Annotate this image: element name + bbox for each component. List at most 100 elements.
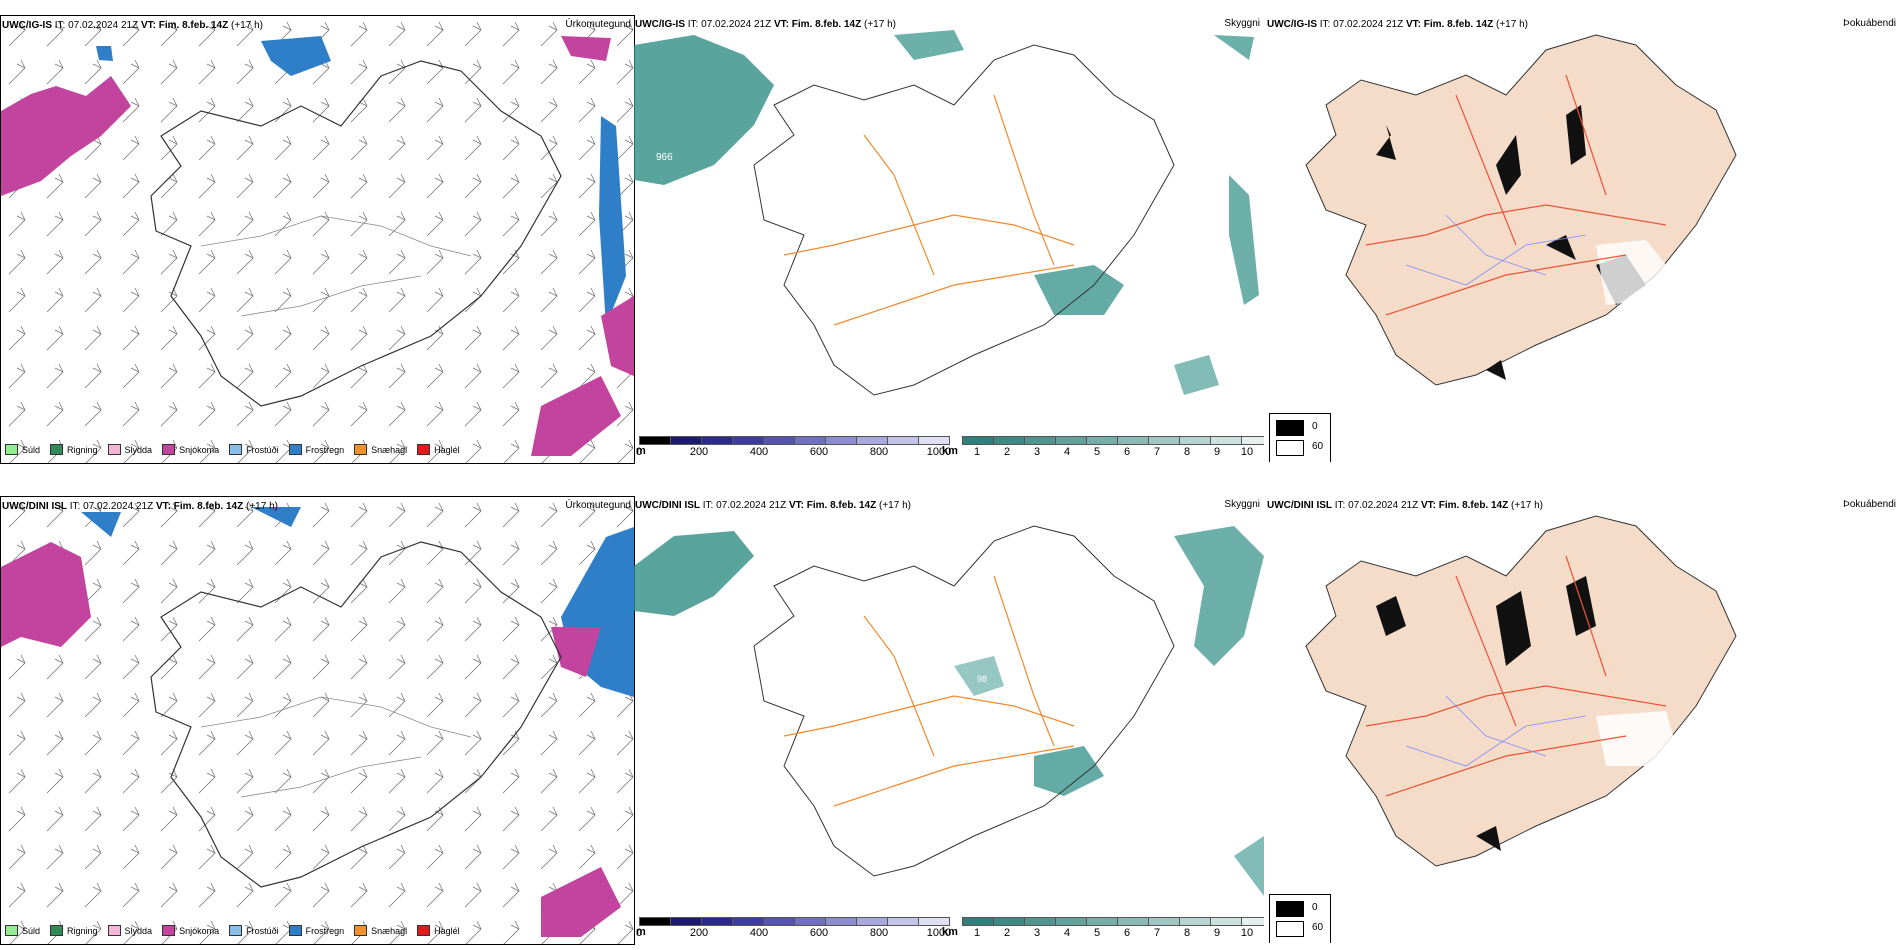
colorbar-cell (825, 436, 856, 445)
colorbar-tick-label: 5 (1093, 927, 1101, 939)
legend-label: Frostúði (246, 444, 279, 455)
legend-swatch (50, 925, 64, 936)
legend-swatch (162, 444, 176, 455)
colorbar-tick-label: 800 (869, 927, 889, 939)
fog-map-bottom (1305, 515, 1737, 867)
colorbar-cell (1086, 917, 1117, 926)
ceiling-panel-top: 966 966 UWC/IG-IS IT: 07.02.2024 21Z VT:… (634, 15, 1264, 462)
ceiling-colorbar: 0 200 400 600 800 1000 m (635, 436, 952, 459)
legend-label: Snjókoma (179, 444, 220, 455)
colorbar-cell (1055, 917, 1086, 926)
colorbar-cell (856, 436, 887, 445)
legend-item: Haglél (417, 925, 460, 936)
colorbar-cell (794, 917, 825, 926)
colorbar-tick-label: 200 (689, 446, 709, 458)
colorbar-tick-label: 5 (1093, 446, 1101, 458)
legend-swatch (107, 925, 121, 936)
fog-map-top (1305, 34, 1737, 386)
legend-item: Slydda (107, 925, 153, 936)
colorbar-tick-label: 9 (1213, 446, 1221, 458)
colorbar-tick-label: 1 (973, 446, 981, 458)
legend-swatch (354, 444, 368, 455)
panel-title: Skyggni (1224, 18, 1260, 29)
legend-label: Haglél (434, 444, 460, 455)
colorbar-cell (1179, 917, 1210, 926)
fog-legend: 0 60 (1269, 894, 1331, 943)
colorbar-cell (1148, 917, 1179, 926)
fog-swatch-dark (1276, 420, 1304, 436)
legend-swatch (5, 444, 18, 455)
legend-item: Slydda (107, 444, 152, 455)
snow-region-nw (1, 76, 131, 196)
legend-label: Súld (22, 444, 41, 455)
ceiling-panel-bottom: 98 UWC/DINI ISL IT: 07.02.2024 21Z VT: F… (634, 496, 1264, 943)
panel-title: Þokuábendi (1843, 499, 1896, 510)
colorbar-tick-label: 400 (749, 927, 769, 939)
colorbar-cell (1024, 436, 1055, 445)
precip-type-map-bottom (1, 497, 634, 944)
colorbar-tick-label: 0 (635, 446, 643, 458)
fog-swatch-light (1276, 440, 1304, 456)
colorbar-cell (794, 436, 825, 445)
legend-item: Haglél (417, 444, 460, 455)
panel-header: UWC/DINI ISL IT: 07.02.2024 21Z VT: Fim.… (1267, 500, 1543, 511)
colorbar-tick-label: 8 (1183, 927, 1191, 939)
colorbar-tick-label: 4 (1063, 927, 1071, 939)
legend-label: Snæhagl (371, 925, 408, 936)
legend-swatch (417, 444, 431, 455)
legend-label: Rigning (67, 444, 98, 455)
fog-legend-label: 0 (1312, 902, 1318, 913)
legend-label: Rigning (67, 925, 98, 936)
colorbar-tick-label: 4 (1063, 446, 1071, 458)
colorbar-cell (1086, 436, 1117, 445)
colorbar-tick-label: 7 (1153, 927, 1161, 939)
legend-item: Súld (5, 444, 40, 455)
legend-item: Snæhagl (354, 444, 407, 455)
colorbar-tick-label: 6 (1123, 446, 1131, 458)
fog-legend-label: 60 (1312, 922, 1324, 933)
colorbar-tick-label: 800 (869, 446, 889, 458)
colorbar-cell (887, 436, 918, 445)
colorbar-tick-label: 10 (1240, 446, 1254, 458)
contour-label: 966 (656, 152, 673, 163)
legend-item: Snjókoma (162, 925, 219, 936)
legend-swatch (5, 925, 18, 936)
legend-swatch (354, 925, 368, 936)
legend-item: Rigning (50, 925, 98, 936)
fog-legend-label: 0 (1312, 421, 1318, 432)
legend-swatch (229, 444, 243, 455)
fog-swatch-light (1276, 921, 1304, 937)
panel-header: UWC/IG-IS IT: 07.02.2024 21Z VT: Fim. 8.… (635, 19, 896, 30)
panel-title: Úrkomutegund (565, 19, 631, 30)
colorbar-tick-label: 600 (809, 927, 829, 939)
legend-label: Súld (22, 925, 41, 936)
legend-swatch (229, 925, 243, 936)
legend-item: Rigning (50, 444, 98, 455)
contour-label: 98 (977, 674, 987, 684)
legend-swatch (288, 925, 302, 936)
fog-legend-label: 60 (1312, 441, 1324, 452)
legend-item: Frostregn (288, 925, 344, 936)
colorbar-cell (639, 917, 670, 926)
colorbar-tick-label: 200 (689, 927, 709, 939)
colorbar-cell (670, 917, 701, 926)
colorbar-cell (993, 917, 1024, 926)
colorbar-cell (763, 917, 794, 926)
legend-label: Slydda (124, 925, 153, 936)
ceiling-visibility-map-bottom: 98 (634, 525, 1264, 896)
legend-item: Frostúði (229, 444, 279, 455)
legend-swatch (107, 444, 121, 455)
panel-title: Þokuábendi (1843, 18, 1896, 29)
colorbar-cell (1210, 436, 1241, 445)
colorbar-tick-label: 1000 (926, 446, 952, 458)
colorbar-cell (918, 917, 950, 926)
colorbar-tick-label: 9 (1213, 927, 1221, 939)
colorbar-cell (962, 917, 993, 926)
colorbar-cell (918, 436, 950, 445)
colorbar-tick-label: 8 (1183, 446, 1191, 458)
colorbar-cell (670, 436, 701, 445)
colorbar-cell (732, 917, 763, 926)
ceiling-visibility-map-top: 966 966 (634, 30, 1259, 396)
colorbar-cell (1117, 917, 1148, 926)
panel-header: UWC/IG-IS IT: 07.02.2024 21Z VT: Fim. 8.… (2, 20, 263, 31)
